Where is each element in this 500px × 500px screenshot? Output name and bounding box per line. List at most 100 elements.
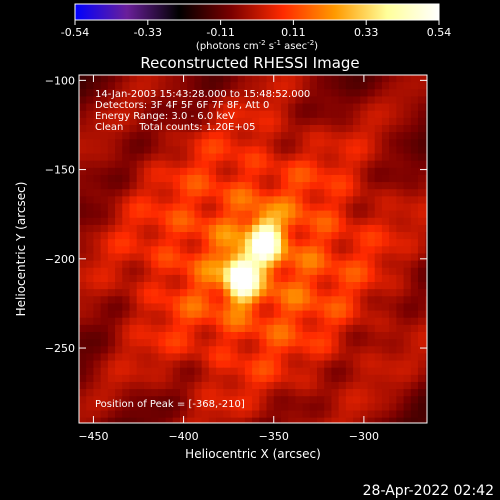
heatmap-cell xyxy=(187,346,195,354)
heatmap-cell xyxy=(410,132,419,140)
heatmap-cell xyxy=(179,253,188,262)
heatmap-cell xyxy=(259,296,268,305)
heatmap-cell xyxy=(151,132,159,140)
heatmap-cell xyxy=(259,103,268,112)
heatmap-cell xyxy=(244,396,253,404)
heatmap-cell xyxy=(288,75,296,83)
heatmap-cell xyxy=(179,196,188,205)
heatmap-cell xyxy=(143,374,152,383)
heatmap-cell xyxy=(244,75,253,83)
heatmap-cell xyxy=(208,346,217,354)
heatmap-cell xyxy=(381,224,390,233)
heatmap-cell xyxy=(143,289,152,297)
heatmap-cell xyxy=(165,239,174,247)
heatmap-cell xyxy=(345,103,354,112)
heatmap-cell xyxy=(432,375,440,383)
heatmap-cell xyxy=(216,117,224,126)
heatmap-cell xyxy=(381,246,390,255)
heatmap-cell xyxy=(417,96,426,105)
heatmap-cell xyxy=(208,339,217,347)
heatmap-cell xyxy=(223,89,232,98)
heatmap-cell xyxy=(179,374,188,383)
heatmap-cell xyxy=(381,217,390,226)
heatmap-cell xyxy=(107,82,116,90)
heatmap-cell xyxy=(353,103,361,112)
heatmap-cell xyxy=(107,203,116,212)
heatmap-cell xyxy=(223,346,232,354)
heatmap-cell xyxy=(93,282,102,290)
heatmap-cell xyxy=(79,317,87,326)
heatmap-cell xyxy=(100,153,109,162)
heatmap-cell xyxy=(345,260,354,269)
heatmap-cell xyxy=(252,124,260,133)
heatmap-cell xyxy=(302,353,311,362)
heatmap-cell xyxy=(273,353,282,362)
heatmap-cell xyxy=(417,289,426,297)
heatmap-cell xyxy=(100,353,109,362)
heatmap-cell xyxy=(179,203,188,212)
heatmap-cell xyxy=(136,239,145,247)
heatmap-cell xyxy=(396,425,404,433)
heatmap-cell xyxy=(122,182,131,190)
heatmap-cell xyxy=(237,303,246,312)
heatmap-cell xyxy=(129,267,138,276)
heatmap-cell xyxy=(302,146,311,155)
heatmap-cell xyxy=(324,417,333,423)
heatmap-cell xyxy=(324,182,333,190)
heatmap-cell xyxy=(302,360,311,369)
heatmap-cell xyxy=(143,110,152,119)
heatmap-cell xyxy=(187,167,195,176)
heatmap-cell xyxy=(208,103,217,112)
heatmap-cell xyxy=(172,282,181,290)
heatmap-cell xyxy=(338,389,347,397)
heatmap-cell xyxy=(143,182,152,190)
heatmap-cell xyxy=(115,167,123,176)
heatmap-cell xyxy=(273,360,282,369)
heatmap-cell xyxy=(93,353,102,362)
heatmap-cell xyxy=(432,389,440,397)
heatmap-cell xyxy=(252,132,260,140)
heatmap-cell xyxy=(280,224,289,233)
heatmap-cell xyxy=(216,174,224,183)
heatmap-cell xyxy=(158,75,167,83)
heatmap-cell xyxy=(360,246,369,255)
heatmap-cell xyxy=(259,360,268,369)
heatmap-cell xyxy=(208,96,217,105)
heatmap-cell xyxy=(403,96,412,105)
heatmap-cell xyxy=(223,253,232,262)
heatmap-cell xyxy=(389,174,397,183)
heatmap-cell xyxy=(403,239,412,247)
heatmap-cell xyxy=(345,132,354,140)
heatmap-cell xyxy=(309,289,318,297)
heatmap-cell xyxy=(360,232,369,240)
heatmap-cell xyxy=(237,153,246,162)
heatmap-cell xyxy=(417,253,426,262)
heatmap-cell xyxy=(259,246,268,255)
heatmap-cell xyxy=(295,374,304,383)
heatmap-cell xyxy=(273,132,282,140)
heatmap-cell xyxy=(136,182,145,190)
heatmap-cell xyxy=(425,367,427,376)
heatmap-cell xyxy=(280,410,289,419)
heatmap-cell xyxy=(338,196,347,205)
heatmap-cell xyxy=(331,210,340,219)
heatmap-cell xyxy=(223,167,232,176)
heatmap-cell xyxy=(230,117,239,126)
heatmap-cell xyxy=(309,75,318,83)
heatmap-cell xyxy=(252,189,260,197)
heatmap-cell xyxy=(201,139,210,147)
heatmap-cell xyxy=(367,110,376,119)
heatmap-cell xyxy=(338,324,347,333)
heatmap-cell xyxy=(237,217,246,226)
heatmap-cell xyxy=(208,132,217,140)
heatmap-cell xyxy=(324,360,333,369)
heatmap-cell xyxy=(115,367,123,376)
heatmap-cell xyxy=(165,160,174,169)
heatmap-cell xyxy=(417,224,426,233)
heatmap-cell xyxy=(259,89,268,98)
heatmap-cell xyxy=(273,139,282,147)
heatmap-cell xyxy=(237,232,246,240)
heatmap-cell xyxy=(425,260,427,269)
heatmap-cell xyxy=(403,367,412,376)
heatmap-cell xyxy=(425,182,427,190)
